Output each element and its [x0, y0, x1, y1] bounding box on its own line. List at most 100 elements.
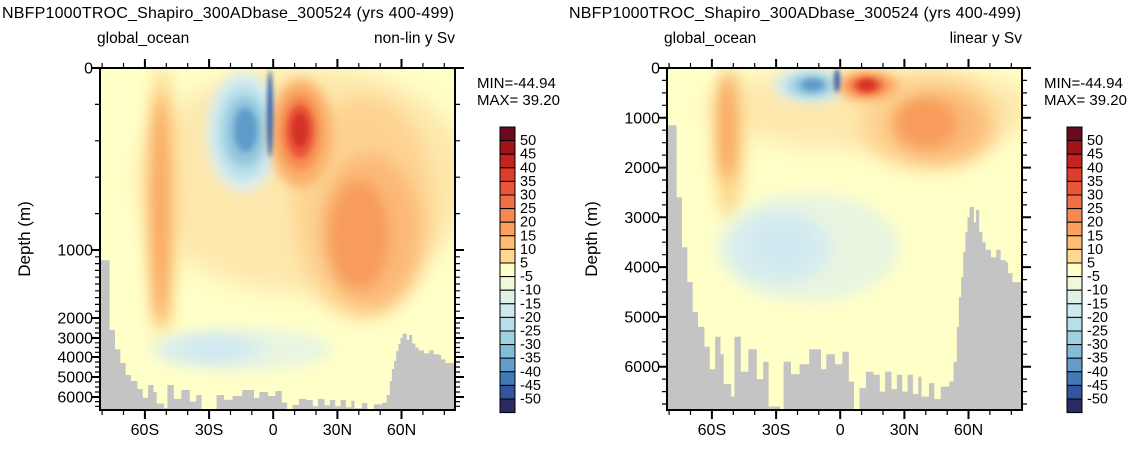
colorbar-label: 50: [1087, 133, 1103, 149]
colorbar-box: [499, 289, 516, 305]
colorbar-box: [1066, 303, 1083, 318]
colorbar-box: [1066, 208, 1083, 223]
contour-feature-deep-cool-core: [752, 220, 813, 269]
colorbar-label: -40: [1087, 364, 1108, 380]
colorbar-label: 15: [1087, 228, 1103, 244]
colorbar-box: [499, 316, 516, 332]
colorbar-label: -40: [520, 364, 541, 380]
colorbar-box: [499, 357, 516, 373]
colorbar-box: [499, 371, 516, 386]
y-tick-label: 0: [84, 61, 93, 78]
x-tick-label: 60N: [954, 422, 983, 439]
subtitle-region: global_ocean: [97, 30, 190, 47]
colorbar-box: [499, 276, 516, 291]
colorbar-label: 20: [520, 215, 536, 231]
y-tick-label: 4000: [624, 260, 660, 277]
colorbar-label: -20: [520, 310, 541, 326]
contour-field: [667, 68, 1022, 410]
colorbar-label: 5: [520, 256, 528, 272]
max-value-label: MAX= 39.20: [477, 92, 560, 109]
colorbar-label: 40: [520, 160, 536, 176]
colorbar-label: 35: [1087, 174, 1103, 190]
y-tick-label: 4000: [57, 350, 93, 367]
colorbar-label: 35: [520, 174, 536, 190]
colorbar-label: 15: [520, 228, 536, 244]
colorbar-label: 45: [1087, 147, 1103, 163]
y-tick-label: 5000: [624, 309, 660, 326]
colorbar-label: 40: [1087, 160, 1103, 176]
colorbar-box: [1066, 153, 1083, 169]
colorbar-label: -15: [1087, 296, 1108, 312]
y-tick-label: 0: [651, 61, 660, 78]
x-tick-label: 60N: [387, 422, 416, 439]
colorbar-box: [499, 208, 516, 223]
colorbar-box: [1066, 140, 1083, 155]
colorbar-box: [1066, 180, 1083, 196]
contour-feature-tropical-red-cell-core: [858, 80, 876, 90]
y-tick-label: 5000: [57, 370, 93, 387]
colorbar-label: -5: [1087, 269, 1100, 285]
y-tick-label: 3000: [624, 210, 660, 227]
colorbar-box: [499, 221, 516, 237]
colorbar-box: [499, 248, 516, 264]
colorbar-label: -10: [1087, 283, 1108, 299]
colorbar-box: [1066, 248, 1083, 264]
colorbar-label: -25: [1087, 324, 1108, 340]
colorbar-box: [499, 194, 516, 210]
colorbar-label: 25: [520, 201, 536, 217]
colorbar-box: [1066, 384, 1083, 400]
colorbar-box: [1066, 357, 1083, 373]
colorbar-label: -50: [520, 392, 541, 408]
colorbar-box: [1066, 194, 1083, 210]
contour-feature-equator-negative-sliver: [834, 68, 840, 93]
colorbar-box: [499, 235, 516, 250]
y-tick-label: 1000: [57, 243, 93, 260]
contour-feature-north-warm-core: [895, 98, 956, 147]
subtitle-axis-type: non-lin y Sv: [374, 30, 455, 47]
colorbar-box: [499, 398, 516, 414]
subtitle-axis-type: linear y Sv: [949, 30, 1022, 47]
y-tick-label: 1000: [624, 110, 660, 127]
colorbar-label: -15: [520, 296, 541, 312]
colorbar-box: [499, 344, 516, 359]
colorbar-label: -35: [520, 351, 541, 367]
y-tick-label: 2000: [57, 311, 93, 328]
panel-linear-depth: NBFP1000TROC_Shapiro_300ADbase_300524 (y…: [567, 0, 1134, 453]
colorbar-label: 30: [1087, 188, 1103, 204]
colorbar-box: [1066, 126, 1083, 142]
colorbar-label: 20: [1087, 215, 1103, 231]
colorbar-label: 50: [520, 133, 536, 149]
colorbar-label: -30: [1087, 337, 1108, 353]
min-max-readout: MIN=-44.94 MAX= 39.20: [1044, 75, 1127, 109]
y-tick-label: 6000: [57, 390, 93, 407]
colorbar-label: -45: [520, 378, 541, 394]
colorbar-box: [499, 167, 516, 182]
colorbar-box: [1066, 330, 1083, 346]
colorbar-box: [499, 262, 516, 278]
panel-nonlinear-depth: NBFP1000TROC_Shapiro_300ADbase_300524 (y…: [2, 5, 560, 439]
colorbar-box: [1066, 289, 1083, 305]
contour-feature-tropical-red-cell-core: [291, 112, 309, 148]
colorbar-label: 5: [1087, 256, 1095, 272]
contour-feature-tropical-blue-cell-core: [233, 108, 258, 152]
x-tick-label: 30N: [323, 422, 352, 439]
colorbar-box: [1066, 398, 1083, 414]
colorbar-label: -5: [520, 269, 533, 285]
x-tick-label: 30N: [890, 422, 919, 439]
colorbar-box: [499, 126, 516, 142]
max-value-label: MAX= 39.20: [1044, 92, 1127, 109]
panel-title: NBFP1000TROC_Shapiro_300ADbase_300524 (y…: [2, 5, 455, 22]
colorbar-box: [1066, 262, 1083, 278]
colorbar-box: [1066, 276, 1083, 291]
colorbar-box: [1066, 167, 1083, 182]
colorbar-box: [1066, 316, 1083, 332]
colorbar-box: [499, 180, 516, 196]
colorbar-box: [1066, 221, 1083, 237]
colorbar-box: [1066, 344, 1083, 359]
x-tick-label: 0: [269, 422, 278, 439]
colorbar-box: [499, 384, 516, 400]
colorbar-box: [1066, 235, 1083, 250]
colorbar-label: -25: [520, 324, 541, 340]
colorbar-label: 25: [1087, 201, 1103, 217]
